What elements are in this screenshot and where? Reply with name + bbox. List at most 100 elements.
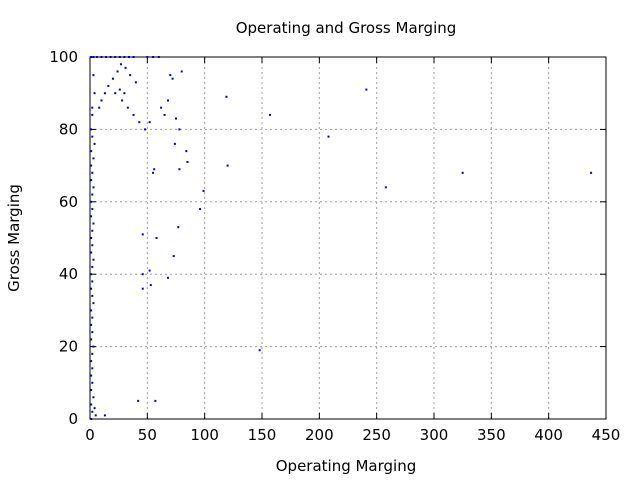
data-point (91, 171, 94, 174)
data-point (93, 92, 96, 95)
data-point (132, 56, 135, 58)
data-point (152, 171, 155, 174)
data-point (118, 88, 121, 91)
data-point (137, 399, 140, 402)
data-point (111, 77, 114, 80)
data-point (178, 168, 181, 171)
data-point (92, 222, 95, 225)
data-point (91, 352, 94, 355)
data-point (90, 200, 93, 203)
data-point (93, 142, 96, 145)
data-point (91, 106, 94, 109)
data-point (90, 403, 93, 406)
data-point (138, 121, 141, 124)
data-point (90, 164, 93, 167)
data-point (365, 88, 368, 91)
data-point (154, 399, 157, 402)
chart-title: Operating and Gross Marging (236, 19, 457, 37)
data-point (124, 66, 127, 69)
data-point (116, 70, 119, 73)
data-point (226, 164, 229, 167)
data-point (90, 374, 93, 377)
data-point (90, 360, 93, 363)
data-point (90, 179, 93, 182)
plot-frame (89, 56, 607, 420)
data-point (103, 414, 106, 417)
x-tick-label: 250 (362, 426, 391, 444)
data-point (93, 407, 96, 410)
data-point (91, 244, 94, 247)
data-point (132, 113, 135, 116)
data-point (91, 208, 94, 211)
data-point (90, 309, 93, 312)
data-point (153, 168, 156, 171)
data-point (92, 302, 95, 305)
data-point (225, 95, 228, 98)
data-point (129, 74, 132, 77)
data-point (90, 251, 93, 254)
data-point (141, 233, 144, 236)
data-point (90, 273, 93, 276)
y-tick-label: 0 (68, 410, 78, 428)
data-point (91, 367, 94, 370)
data-point (186, 160, 189, 163)
data-point (149, 284, 152, 287)
data-point (269, 113, 272, 116)
data-point (95, 56, 98, 58)
data-point (100, 99, 103, 102)
data-point (91, 229, 94, 232)
data-point (91, 294, 94, 297)
data-point (123, 92, 126, 95)
data-point (92, 396, 95, 399)
data-point (90, 338, 93, 341)
data-point (90, 323, 93, 326)
x-tick-label: 400 (534, 426, 563, 444)
data-point (178, 128, 181, 131)
x-tick-label: 350 (477, 426, 506, 444)
data-point (92, 345, 95, 348)
data-point (258, 349, 261, 352)
data-point (91, 410, 94, 413)
data-point (94, 414, 97, 417)
data-point (98, 106, 101, 109)
data-point (103, 92, 106, 95)
data-point (91, 135, 94, 138)
data-point (114, 56, 117, 58)
x-tick-label: 150 (248, 426, 277, 444)
data-point (171, 77, 174, 80)
data-point (92, 74, 95, 77)
data-point (91, 280, 94, 283)
data-point (123, 56, 126, 58)
x-tick-label: 50 (138, 426, 157, 444)
x-tick-label: 100 (190, 426, 219, 444)
data-point (180, 70, 183, 73)
x-tick-label: 0 (85, 426, 95, 444)
data-point (91, 381, 94, 384)
data-point (169, 74, 172, 77)
data-point (148, 269, 151, 272)
data-point (202, 189, 205, 192)
data-point (148, 121, 151, 124)
data-point (172, 255, 175, 258)
data-point (91, 193, 94, 196)
data-point (166, 276, 169, 279)
data-point (91, 113, 94, 116)
data-point (141, 287, 144, 290)
data-point (152, 56, 155, 58)
data-point (90, 389, 93, 392)
data-point (90, 418, 93, 420)
data-point (126, 106, 129, 109)
x-axis-label: Operating Marging (276, 457, 417, 475)
data-point (105, 56, 108, 58)
data-point (100, 56, 103, 58)
y-axis-label: Gross Marging (5, 184, 23, 292)
data-point (173, 142, 176, 145)
data-point (90, 128, 93, 131)
data-points (90, 56, 593, 420)
data-point (107, 84, 110, 87)
data-point (92, 258, 95, 261)
data-point (141, 273, 144, 276)
x-tick-label: 200 (305, 426, 334, 444)
data-point (119, 63, 122, 66)
